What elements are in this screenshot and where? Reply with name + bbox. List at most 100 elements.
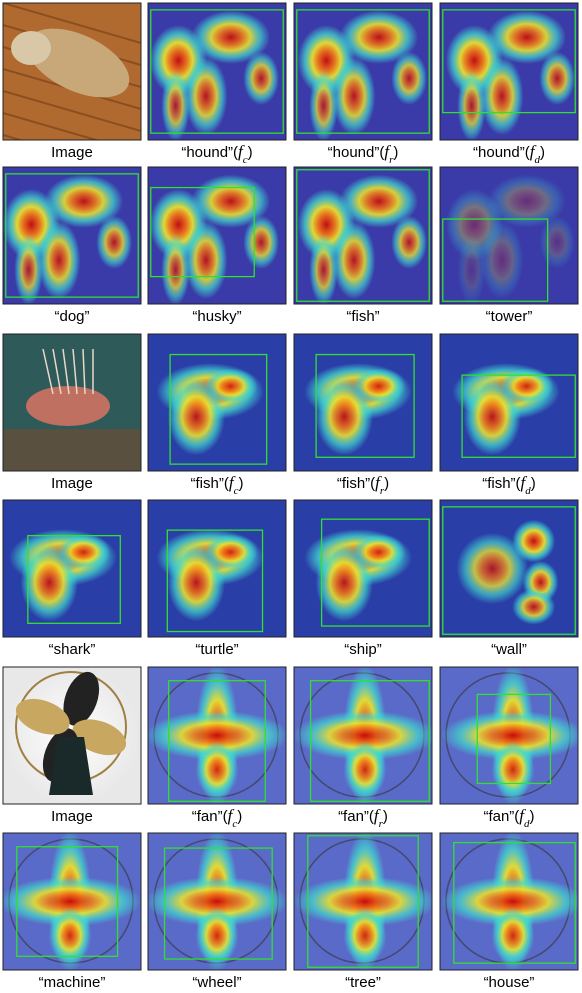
- heat-blob: [339, 174, 419, 228]
- caption: “house”: [484, 974, 535, 991]
- caption-part: “fish”(: [482, 475, 520, 492]
- caption-part: ): [384, 475, 389, 492]
- caption-part: “fan”(: [483, 808, 519, 825]
- caption-part: f: [521, 473, 528, 492]
- bounding-box: [16, 846, 119, 957]
- caption-part: r: [380, 485, 385, 497]
- panel: “machine”: [2, 832, 142, 991]
- caption: “turtle”: [195, 641, 238, 658]
- bounding-box: [442, 9, 576, 114]
- heat-blob: [457, 234, 486, 304]
- panel: “ship”: [293, 499, 433, 658]
- bounding-box: [5, 173, 139, 298]
- panel-border: [2, 333, 142, 472]
- fin: [62, 348, 70, 395]
- fin: [72, 348, 78, 395]
- caption: “husky”: [192, 308, 241, 325]
- heat-blob: [487, 10, 567, 64]
- panel: “wall”: [439, 499, 579, 658]
- fin: [82, 348, 86, 395]
- heat-blob: [294, 876, 432, 927]
- caption-part: “hound”(: [328, 144, 385, 161]
- panel: Image: [2, 333, 142, 492]
- panel-border: [439, 2, 579, 141]
- caption-part: f: [384, 142, 391, 161]
- panel-border: [293, 832, 433, 971]
- panel-border: [2, 166, 142, 305]
- caption-part: d: [525, 485, 531, 497]
- panel-image: [3, 167, 141, 304]
- panel-border: [147, 666, 287, 805]
- caption-part: f: [530, 142, 537, 161]
- panel: “fan”(fr): [293, 666, 433, 830]
- bounding-box: [150, 9, 284, 134]
- panel: “house”: [439, 832, 579, 991]
- heat-blob: [203, 534, 258, 570]
- bounding-box: [307, 835, 419, 968]
- panel-image: [294, 334, 432, 471]
- fish: [26, 386, 110, 426]
- panel: Image: [2, 2, 142, 161]
- heat-blob: [243, 215, 280, 270]
- panel-border: [439, 166, 579, 305]
- panel-border: [2, 2, 142, 141]
- panel: “fish”(fr): [293, 333, 433, 497]
- heat-blob: [351, 368, 406, 404]
- heat-blob: [539, 51, 576, 106]
- heat-blob: [480, 220, 524, 300]
- caption: Image: [51, 475, 93, 492]
- heat-blob: [148, 876, 286, 927]
- panel-image: [148, 500, 286, 637]
- caption-part: c: [232, 818, 237, 830]
- heat-blob: [37, 220, 81, 300]
- panel: “tower”: [439, 166, 579, 325]
- caption-part: c: [234, 485, 239, 497]
- bounding-box: [453, 841, 576, 964]
- panel-border: [293, 2, 433, 141]
- heat-blob: [332, 56, 376, 136]
- caption-part: “shark”: [49, 641, 96, 658]
- heat-blob: [243, 51, 280, 106]
- caption: “fan”(fr): [338, 806, 388, 830]
- panel: “tree”: [293, 832, 433, 991]
- fin: [52, 348, 62, 395]
- heat-blob: [343, 907, 387, 965]
- caption: “fish”(fc): [191, 473, 244, 497]
- caption: “fish”(fr): [337, 473, 389, 497]
- heat-blob: [96, 215, 133, 270]
- fan-base: [49, 737, 93, 795]
- caption-part: d: [534, 154, 540, 166]
- board: [3, 3, 141, 44]
- panel: “shark”: [2, 499, 142, 658]
- caption-part: “fan”(: [192, 808, 228, 825]
- heat-blob: [48, 907, 92, 965]
- panel-image: [440, 833, 578, 970]
- heat-blob: [539, 215, 576, 270]
- bounding-box: [320, 518, 430, 627]
- bounding-box: [296, 9, 430, 134]
- heat-blob: [457, 70, 486, 140]
- heat-blob: [309, 234, 338, 304]
- heat-blob: [294, 710, 432, 761]
- panel-border: [147, 2, 287, 141]
- panel-image: [148, 167, 286, 304]
- caption-part: “fish”(: [191, 475, 229, 492]
- caption-part: “turtle”: [195, 641, 238, 658]
- heat-blob: [512, 589, 556, 625]
- panel: “dog”: [2, 166, 142, 325]
- panel-border: [439, 666, 579, 805]
- heat-blob: [148, 710, 286, 761]
- heat-blob: [441, 710, 578, 761]
- bounding-box: [163, 847, 273, 960]
- bounding-box: [442, 506, 576, 635]
- heat-blob: [343, 741, 387, 799]
- caption: “wall”: [491, 641, 527, 658]
- panel-image: [148, 334, 286, 471]
- heat-blob: [480, 56, 524, 136]
- caption-part: ): [531, 475, 536, 492]
- heat-blob: [332, 220, 376, 300]
- heat-blob: [203, 368, 258, 404]
- panel-border: [293, 666, 433, 805]
- bounding-box: [168, 680, 266, 802]
